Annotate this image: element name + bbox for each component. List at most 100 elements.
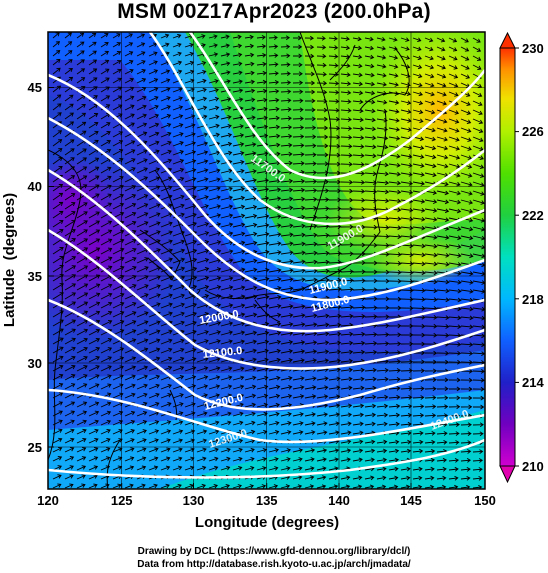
wind-arrow — [100, 356, 112, 363]
wind-arrow — [196, 266, 210, 273]
wind-arrow — [436, 73, 447, 79]
wind-arrow — [208, 465, 219, 471]
wind-arrow — [136, 194, 149, 201]
wind-arrow — [352, 72, 363, 78]
wind-arrow — [256, 303, 270, 309]
wind-arrow — [280, 116, 292, 121]
wind-arrow — [268, 97, 280, 103]
wind-arrow — [220, 411, 232, 417]
wind-arrow — [100, 319, 113, 327]
wind-arrow — [412, 395, 425, 400]
wind-arrow — [280, 393, 293, 399]
wind-arrow — [448, 253, 462, 258]
wind-arrow — [388, 269, 402, 275]
wind-arrow — [352, 484, 363, 489]
wind-arrow — [400, 341, 414, 347]
wind-arrow — [256, 35, 266, 40]
x-tick-label: 145 — [400, 493, 422, 508]
wind-arrow — [208, 393, 220, 399]
wind-arrow — [352, 314, 366, 319]
wind-arrow — [220, 303, 234, 309]
wind-arrow — [412, 37, 422, 43]
wind-arrow — [448, 118, 460, 124]
wind-arrow — [304, 421, 316, 426]
wind-arrow — [160, 114, 172, 120]
wind-arrow — [88, 68, 98, 75]
wind-arrow — [328, 412, 341, 418]
wind-arrow — [412, 154, 425, 160]
wind-arrow — [436, 431, 448, 436]
wind-arrow — [172, 447, 183, 453]
wind-arrow — [424, 306, 438, 311]
wind-arrow — [460, 154, 473, 160]
wind-arrow — [304, 430, 316, 435]
wind-arrow — [436, 37, 446, 43]
wind-arrow — [304, 170, 318, 175]
wind-arrow — [316, 313, 330, 319]
wind-arrow — [292, 385, 305, 390]
wind-arrow — [244, 204, 258, 210]
wind-arrow — [196, 311, 210, 318]
wind-arrow — [100, 292, 113, 300]
wind-arrow — [388, 403, 401, 409]
wind-arrow — [160, 42, 170, 48]
wind-arrow — [184, 320, 197, 327]
wind-arrow — [112, 419, 124, 426]
wind-arrow — [304, 484, 315, 489]
wind-arrow — [460, 422, 472, 428]
wind-arrow — [244, 142, 257, 147]
wind-arrow — [352, 376, 365, 382]
wind-arrow — [280, 178, 294, 184]
wind-arrow — [184, 42, 194, 48]
wind-arrow — [244, 169, 257, 174]
wind-arrow — [292, 268, 306, 274]
wind-arrow — [304, 304, 318, 310]
wind-arrow — [88, 130, 99, 138]
wind-arrow — [340, 484, 351, 489]
wind-arrow — [448, 181, 461, 187]
wind-arrow — [232, 420, 244, 426]
wind-arrow — [148, 176, 161, 183]
wind-arrow — [328, 188, 342, 194]
wind-arrow — [112, 42, 122, 48]
wind-arrow — [100, 401, 112, 408]
wind-arrow — [88, 310, 101, 318]
wind-arrow — [364, 242, 378, 248]
wind-arrow — [268, 384, 281, 390]
wind-arrow — [376, 350, 390, 355]
x-tick-label: 140 — [328, 493, 350, 508]
wind-arrow — [388, 475, 399, 481]
wind-arrow — [448, 235, 462, 241]
wind-arrow — [160, 456, 171, 462]
wind-arrow — [304, 98, 316, 104]
wind-arrow — [136, 131, 148, 138]
wind-arrow — [412, 332, 426, 338]
wind-arrow — [220, 168, 233, 174]
wind-arrow — [196, 339, 209, 345]
wind-arrow — [400, 296, 414, 302]
wind-arrow — [208, 43, 218, 48]
wind-arrow — [100, 465, 111, 471]
wind-arrow — [160, 311, 173, 318]
wind-arrow — [208, 267, 222, 273]
wind-arrow — [400, 439, 412, 445]
wind-arrow — [364, 305, 378, 311]
wind-arrow — [412, 297, 426, 302]
wind-arrow — [388, 484, 399, 489]
wind-arrow — [76, 50, 85, 57]
wind-arrow — [64, 238, 76, 246]
wind-arrow — [88, 447, 99, 453]
wind-arrow — [352, 135, 365, 140]
wind-arrow — [448, 208, 462, 214]
wind-arrow — [220, 70, 231, 75]
wind-arrow — [292, 241, 306, 247]
wind-arrow — [424, 475, 435, 481]
wind-arrow — [389, 305, 402, 311]
wind-arrow — [184, 168, 197, 174]
wind-arrow — [88, 166, 100, 174]
wind-arrow — [268, 89, 280, 94]
wind-arrow — [424, 163, 437, 169]
wind-arrow — [148, 185, 161, 192]
wind-arrow — [244, 348, 257, 354]
wind-arrow — [460, 440, 472, 445]
